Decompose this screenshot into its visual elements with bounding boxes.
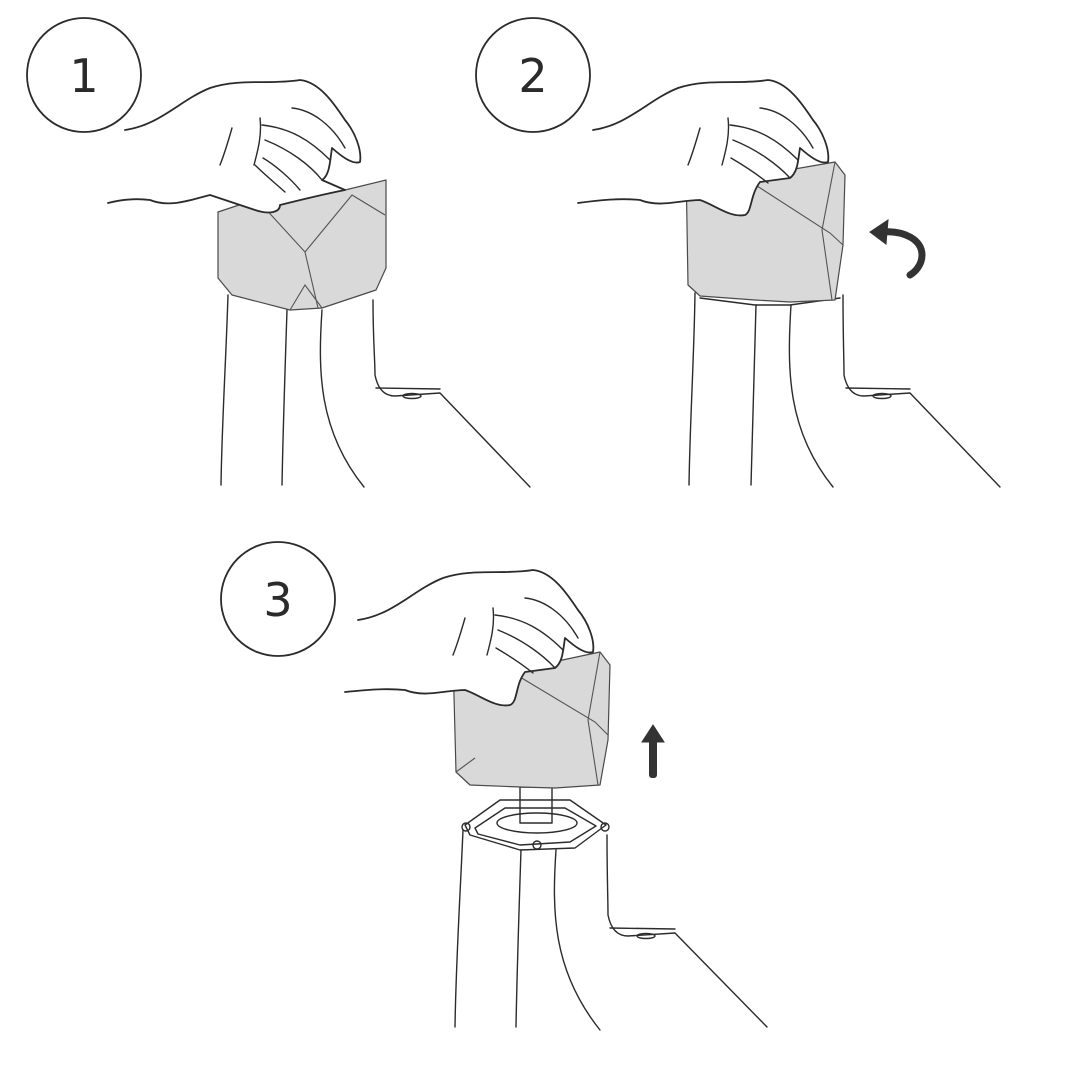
hand-1 bbox=[107, 79, 362, 214]
step-3-number: 3 bbox=[263, 573, 292, 627]
bottle-3 bbox=[454, 786, 768, 1031]
step-1-badge: 1 bbox=[26, 17, 142, 133]
hand-2 bbox=[577, 79, 830, 217]
step-2-number: 2 bbox=[518, 49, 547, 103]
step-2-badge: 2 bbox=[475, 17, 591, 133]
step-3-panel: 3 bbox=[220, 541, 768, 1031]
step-1-number: 1 bbox=[69, 49, 98, 103]
step-3-badge: 3 bbox=[220, 541, 336, 657]
up-arrow-icon bbox=[641, 724, 665, 778]
step-1-panel: 1 bbox=[26, 17, 531, 488]
step-2-panel: 2 bbox=[475, 17, 1001, 488]
curved-arrow-icon bbox=[869, 219, 926, 279]
hand-3 bbox=[344, 569, 595, 707]
bottle-1 bbox=[220, 294, 531, 488]
bottle-2 bbox=[688, 292, 1001, 488]
